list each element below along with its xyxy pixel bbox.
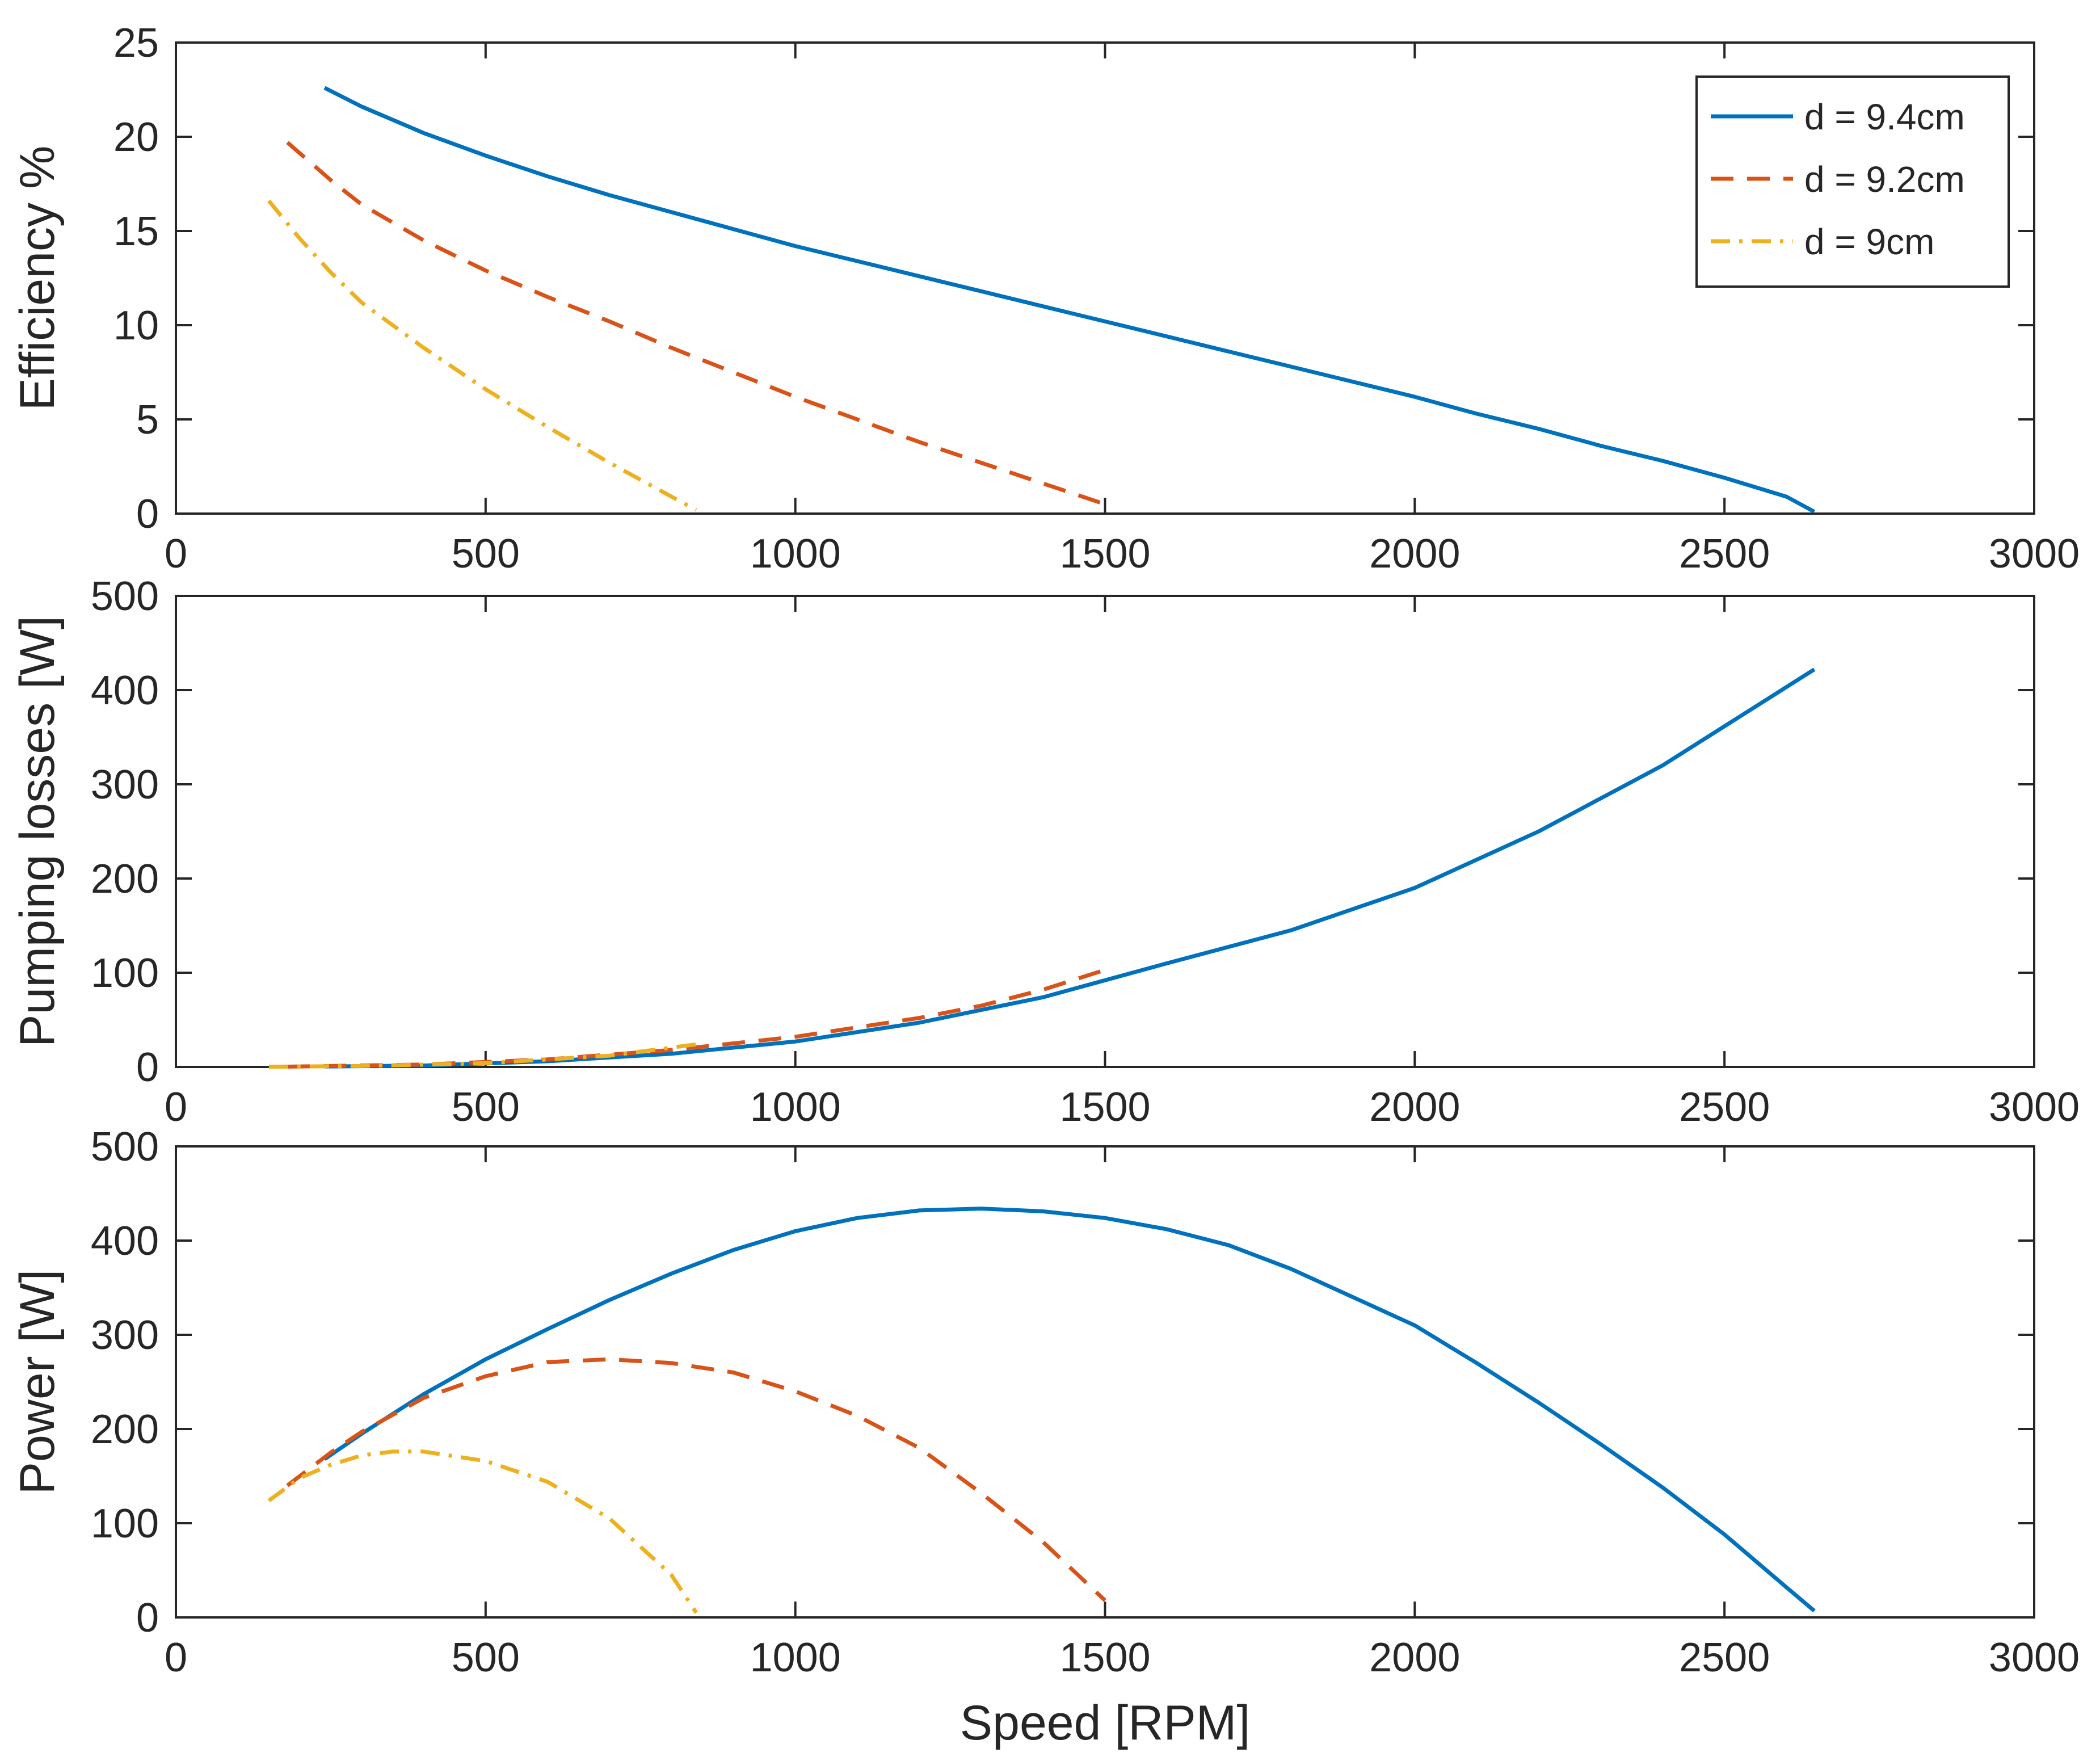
subplot-2: 0 500 1000 1500 2000 2500 3000 0 100 200 300 400 500… [10, 574, 2080, 1130]
y-tick-label: 25 [113, 20, 159, 66]
x-tick-label: 1500 [1059, 531, 1150, 577]
series-line-3 [267, 199, 697, 512]
x-tick-label: 2000 [1369, 531, 1460, 577]
series-line-1 [323, 1207, 1816, 1613]
x-tick-label: 3000 [1989, 531, 2080, 577]
x-tick-label: 1500 [1059, 1635, 1150, 1680]
x-tick-label: 2000 [1369, 1635, 1460, 1680]
legend-entry: d = 9cm [1804, 221, 1934, 262]
x-tick-label: 0 [165, 1635, 187, 1680]
y-axis-label: Power [W] [10, 1270, 65, 1495]
subplots: 0 500 1000 1500 2000 2500 30000510152025Effici… [10, 20, 2080, 1750]
y-tick-label: 20 [113, 115, 159, 160]
legend-box [1695, 75, 2010, 288]
x-tick-label: 2500 [1679, 1635, 1770, 1680]
y-axis-label: Efficiency % [10, 146, 65, 411]
x-tick-label: 0 [165, 1085, 187, 1130]
subplot-1: 0 500 1000 1500 2000 2500 3000 0 5 10 15 20 25 Effici… [10, 20, 2080, 577]
y-tick-label: 400 [91, 1218, 159, 1264]
x-tick-label: 2000 [1369, 1085, 1460, 1130]
x-tick-label: 500 [452, 1085, 520, 1130]
x-tick-label: 3000 [1989, 1635, 2080, 1680]
y-axis-label: Pumping losses [W] [10, 616, 65, 1047]
x-tick-label: 1000 [750, 531, 841, 577]
x-tick-label: 1000 [750, 1635, 841, 1680]
series-line-2 [286, 141, 1106, 506]
y-tick-label: 100 [91, 951, 159, 996]
y-tick-label: 0 [136, 1595, 159, 1641]
y-tick-label: 200 [91, 856, 159, 902]
series-line-3 [267, 1449, 698, 1614]
x-tick-label: 1500 [1059, 1085, 1150, 1130]
series-line-3 [268, 1042, 697, 1069]
series-line-1 [323, 86, 1816, 514]
x-axis-label: Speed [RPM] [960, 1696, 1250, 1750]
x-tick-label: 3000 [1989, 1085, 2080, 1130]
x-tick-label: 2500 [1679, 1085, 1770, 1130]
y-tick-label: 500 [91, 1124, 159, 1170]
x-tick-label: 0 [165, 531, 187, 577]
y-tick-label: 0 [136, 491, 159, 537]
y-tick-label: 400 [91, 668, 159, 713]
y-tick-label: 200 [91, 1407, 159, 1452]
legend: d = 9.4cm d = 9.2cm d = 9cm [1695, 75, 2010, 288]
series-line-2 [287, 968, 1106, 1069]
y-tick-label: 300 [91, 1313, 159, 1358]
y-tick-label: 10 [113, 303, 159, 348]
y-tick-label: 15 [113, 209, 159, 254]
legend-entry: d = 9.2cm [1804, 159, 1965, 200]
x-tick-label: 1000 [750, 1085, 841, 1130]
y-tick-label: 300 [91, 762, 159, 808]
legend-entry: d = 9.4cm [1804, 96, 1965, 137]
x-tick-label: 500 [452, 1635, 520, 1680]
x-tick-label: 2500 [1679, 531, 1770, 577]
y-tick-label: 100 [91, 1501, 159, 1546]
subplot-3: 0 500 1000 1500 2000 2500 3000 0 100 200 300 400 500… [10, 1124, 2080, 1750]
x-tick-label: 500 [452, 531, 520, 577]
y-tick-label: 5 [136, 397, 159, 443]
y-tick-label: 500 [91, 574, 159, 619]
y-tick-label: 0 [136, 1045, 159, 1090]
series-line-2 [286, 1357, 1106, 1602]
